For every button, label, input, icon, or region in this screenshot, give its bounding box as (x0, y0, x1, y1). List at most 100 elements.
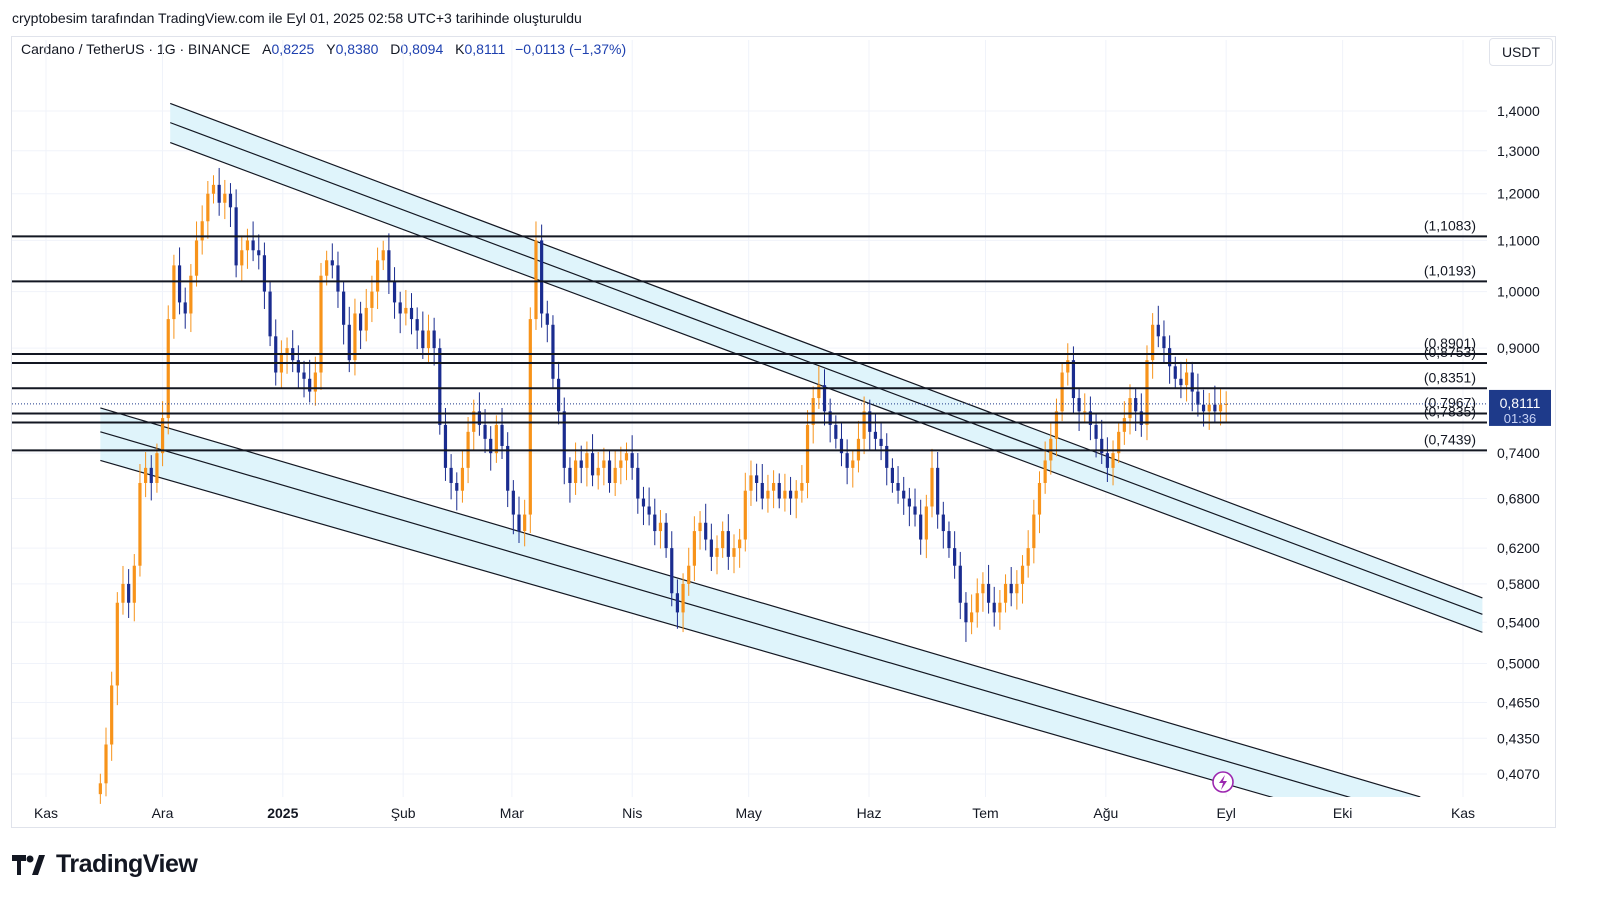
candle-body (658, 522, 663, 532)
candle-body (313, 372, 317, 392)
candle-body (166, 319, 170, 419)
candle-body (749, 475, 753, 491)
candle-body (1066, 360, 1070, 373)
y-tick-label: 1,0000 (1497, 284, 1540, 300)
x-tick-label: Ara (152, 805, 174, 821)
candle-body (1168, 348, 1172, 367)
candle-body (257, 250, 261, 256)
candle-body (455, 482, 459, 491)
channel-lower-line[interactable] (100, 407, 1421, 797)
candle-body (936, 467, 940, 515)
x-tick-label: Ağu (1093, 805, 1118, 821)
candle-body (392, 280, 397, 303)
countdown-value: 01:36 (1504, 411, 1537, 426)
channel-lower-line[interactable] (100, 459, 1420, 839)
y-tick-label: 1,4000 (1497, 103, 1540, 119)
candle-body (381, 250, 385, 261)
candle-body (1128, 398, 1132, 419)
candle-body (1088, 411, 1093, 425)
candle-body (460, 467, 465, 491)
level-label: (0,8753) (1424, 344, 1476, 360)
candle-body (692, 531, 696, 566)
candle-body (1105, 453, 1109, 468)
candle-body (726, 531, 730, 557)
last-price-tag (1489, 389, 1551, 426)
y-tick-label: 0,9000 (1497, 340, 1540, 356)
candle-body (788, 490, 793, 499)
candle-body (1054, 411, 1059, 439)
x-tick-label: Kas (34, 805, 58, 821)
tradingview-logo[interactable]: TradingView (12, 850, 198, 879)
x-tick-label: Eki (1333, 805, 1352, 821)
candle-body (1060, 372, 1064, 412)
y-tick-label: 0,5000 (1497, 656, 1540, 672)
candle-body (115, 602, 119, 686)
candle-body (822, 385, 827, 412)
candle-body (404, 307, 408, 314)
candle-body (262, 255, 267, 292)
candle-body (121, 583, 125, 603)
level-label: (0,7439) (1424, 431, 1476, 447)
candle-body (585, 453, 589, 468)
candle-body (998, 602, 1002, 613)
candle-body (132, 565, 136, 603)
candle-body (670, 548, 674, 594)
y-tick-label: 1,3000 (1497, 143, 1540, 159)
candle-body (308, 378, 312, 392)
candle-body (596, 467, 600, 476)
candle-body (426, 330, 431, 349)
channel-upper-line[interactable] (170, 122, 1483, 615)
y-tick-label: 0,4650 (1497, 695, 1540, 711)
x-tick-label: Nis (622, 805, 642, 821)
candle-body (211, 184, 216, 194)
candle-body (528, 319, 532, 515)
candle-body (636, 467, 640, 499)
candle-body (240, 250, 244, 266)
candle-body (975, 593, 979, 613)
channel-upper-fill (170, 103, 1483, 633)
candle-body (500, 424, 504, 446)
candle-body (557, 378, 561, 412)
candle-body (590, 453, 595, 476)
candle-body (953, 548, 957, 566)
change-value: −0,0113 (−1,37%) (515, 41, 627, 57)
channel-upper-line[interactable] (170, 102, 1483, 599)
candle-body (817, 385, 821, 399)
candle-body (245, 240, 250, 251)
candle-body (845, 453, 849, 468)
candle-body (1083, 411, 1087, 413)
level-label: (1,0193) (1424, 262, 1476, 278)
y-tick-label: 1,1000 (1497, 232, 1540, 248)
x-tick-label: Tem (972, 805, 998, 821)
candle-body (489, 438, 493, 454)
candle-body (375, 260, 380, 292)
currency-button[interactable]: USDT (1489, 38, 1553, 66)
tradingview-logo-icon (12, 854, 45, 875)
candle-body (127, 583, 131, 603)
candle-body (285, 348, 289, 355)
level-label: (0,7835) (1424, 404, 1476, 420)
candle-body (1145, 360, 1149, 425)
candle-body (540, 240, 544, 314)
candle-body (494, 424, 498, 454)
open-value: 0,8225 (271, 41, 315, 57)
candle-body (534, 240, 538, 320)
candle-body (602, 460, 606, 468)
symbol-label[interactable]: Cardano / TetherUS · 1G · BINANCE (21, 41, 251, 57)
candle-body (1213, 404, 1217, 412)
y-tick-label: 0,7400 (1497, 445, 1540, 461)
y-tick-label: 0,4070 (1497, 766, 1540, 782)
candle-body (641, 498, 646, 507)
candle-body (206, 193, 210, 222)
candle-body (183, 302, 187, 314)
candle-body (698, 522, 702, 532)
x-tick-label: May (735, 805, 761, 821)
candle-body (766, 490, 770, 499)
candle-body (432, 330, 436, 349)
candle-body (358, 313, 363, 331)
candle-body (545, 313, 549, 325)
low-label: D (390, 41, 401, 57)
channel-lower-line[interactable] (100, 431, 1420, 818)
candle-body (573, 460, 578, 483)
